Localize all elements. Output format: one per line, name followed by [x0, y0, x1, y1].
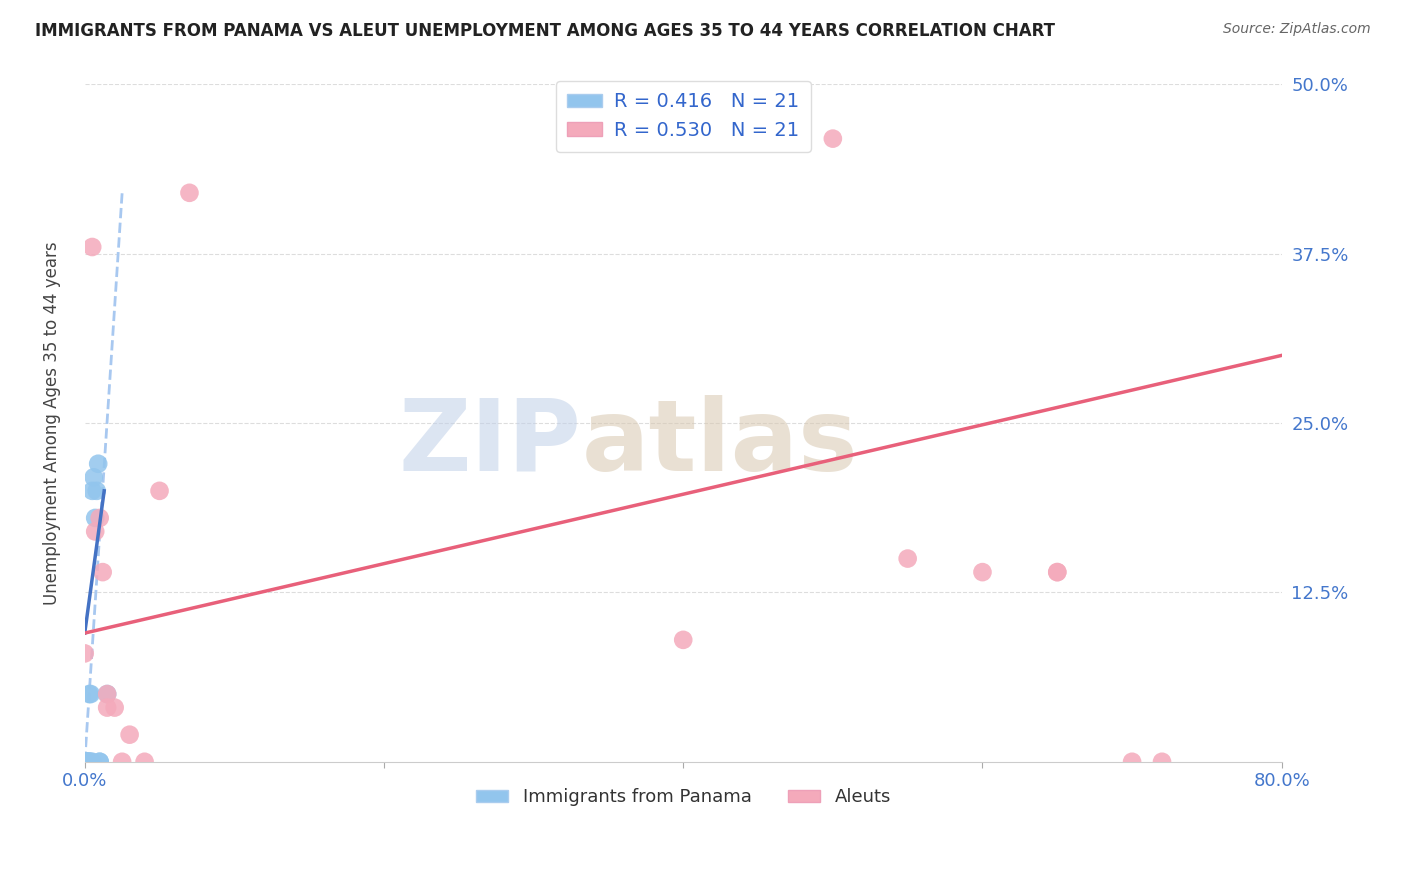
Point — [897, 551, 920, 566]
Point — [1046, 565, 1069, 579]
Point — [89, 755, 111, 769]
Point — [89, 511, 111, 525]
Point — [77, 755, 100, 769]
Point — [1121, 755, 1143, 769]
Point — [76, 755, 98, 769]
Point — [77, 755, 100, 769]
Point — [86, 483, 108, 498]
Point — [82, 483, 104, 498]
Point — [96, 687, 118, 701]
Legend: Immigrants from Panama, Aleuts: Immigrants from Panama, Aleuts — [468, 781, 898, 814]
Point — [134, 755, 156, 769]
Point — [179, 186, 201, 200]
Point — [96, 687, 118, 701]
Point — [80, 687, 103, 701]
Point — [73, 755, 96, 769]
Point — [1046, 565, 1069, 579]
Point — [76, 755, 98, 769]
Point — [73, 755, 96, 769]
Point — [84, 511, 107, 525]
Point — [80, 755, 103, 769]
Text: Source: ZipAtlas.com: Source: ZipAtlas.com — [1223, 22, 1371, 37]
Point — [89, 755, 111, 769]
Point — [91, 565, 114, 579]
Point — [972, 565, 994, 579]
Point — [83, 470, 105, 484]
Point — [111, 755, 134, 769]
Point — [82, 240, 104, 254]
Text: ZIP: ZIP — [399, 395, 582, 491]
Point — [87, 457, 110, 471]
Point — [104, 700, 127, 714]
Point — [84, 524, 107, 539]
Point — [672, 632, 695, 647]
Point — [75, 755, 97, 769]
Point — [82, 755, 104, 769]
Point — [118, 728, 141, 742]
Point — [73, 647, 96, 661]
Point — [1150, 755, 1173, 769]
Text: atlas: atlas — [582, 395, 858, 491]
Point — [77, 687, 100, 701]
Point — [821, 131, 844, 145]
Y-axis label: Unemployment Among Ages 35 to 44 years: Unemployment Among Ages 35 to 44 years — [44, 242, 60, 605]
Point — [73, 755, 96, 769]
Text: IMMIGRANTS FROM PANAMA VS ALEUT UNEMPLOYMENT AMONG AGES 35 TO 44 YEARS CORRELATI: IMMIGRANTS FROM PANAMA VS ALEUT UNEMPLOY… — [35, 22, 1054, 40]
Point — [148, 483, 170, 498]
Point — [75, 755, 97, 769]
Point — [96, 700, 118, 714]
